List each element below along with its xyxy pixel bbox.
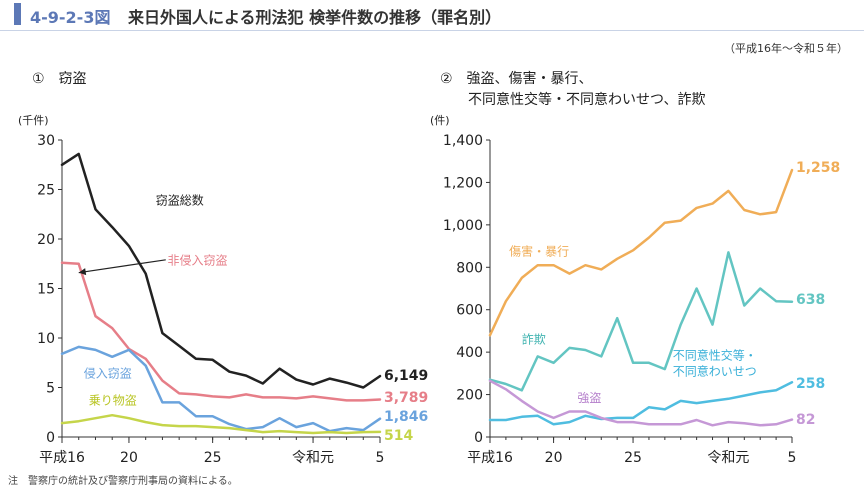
p2-y-tick-label: 400 <box>456 345 483 361</box>
p2-y-tick-label: 200 <box>456 388 483 404</box>
p2-y-tick-label: 1,200 <box>443 175 483 191</box>
p1-end-value-label: 6,149 <box>384 368 428 384</box>
p1-series-label: 非侵入窃盗 <box>167 253 227 268</box>
p2-y-tick-label: 0 <box>474 430 483 446</box>
p2-end-value-label: 638 <box>796 292 825 308</box>
p2-unit-label: (件) <box>430 114 450 127</box>
p1-y-tick-label: 10 <box>37 331 55 347</box>
p2-series-line-4 <box>488 379 794 427</box>
p2-series-line-3 <box>488 381 794 426</box>
p1-y-tick-label: 5 <box>46 381 55 397</box>
p1-x-tick-label: 25 <box>204 450 222 466</box>
p1-y-tick-label: 15 <box>37 282 55 298</box>
p2-series-line-1 <box>488 168 794 337</box>
p2-y-tick-label: 1,000 <box>443 218 483 234</box>
p2-end-value-label: 258 <box>796 376 825 392</box>
p2-x-tick-label: 20 <box>545 450 563 466</box>
p1-y-tick-label: 30 <box>37 133 55 149</box>
p2-y-tick-label: 600 <box>456 303 483 319</box>
p1-x-tick-label: 平成16 <box>39 450 85 466</box>
p2-series-label: 詐欺 <box>522 332 546 347</box>
p2-end-value-label: 82 <box>796 412 815 428</box>
p2-y-tick-label: 800 <box>456 260 483 276</box>
p2-series-line-2 <box>488 251 794 392</box>
p1-annotation-arrow-line <box>78 259 166 274</box>
p2-series-label: 強盗 <box>577 390 601 405</box>
p2-y-tick-label: 1,400 <box>443 133 483 149</box>
figure-code: 4-9-2-3図 <box>30 8 111 27</box>
header-accent-bar <box>14 3 21 25</box>
panel2-title-line1: ② 強盗、傷害・暴行、 <box>440 71 593 87</box>
source-note: 注 警察庁の統計及び警察庁刑事局の資料による。 <box>8 476 238 487</box>
p1-y-tick-label: 25 <box>37 183 55 199</box>
p1-annotation-arrow-head <box>78 268 87 276</box>
p1-series-label: 窃盗総数 <box>156 192 204 207</box>
p1-series-line-2 <box>60 261 382 402</box>
period-label: （平成16年～令和５年） <box>724 42 848 55</box>
p1-x-tick-label: 令和元 <box>292 450 334 466</box>
p1-y-tick-label: 0 <box>46 430 55 446</box>
figure-title: 来日外国人による刑法犯 検挙件数の推移（罪名別） <box>128 8 502 27</box>
figure-header: 4-9-2-3図 来日外国人による刑法犯 検挙件数の推移（罪名別） <box>0 0 864 31</box>
p2-x-tick-label: 平成16 <box>467 450 513 466</box>
p1-end-value-label: 3,789 <box>384 390 428 406</box>
p2-series-label: 不同意性交等・ <box>673 348 757 363</box>
p2-x-tick-label: 5 <box>788 450 797 466</box>
p1-series-line-1 <box>60 152 382 389</box>
p1-x-tick-label: 20 <box>120 450 138 466</box>
p2-end-value-label: 1,258 <box>796 160 840 176</box>
p1-series-label: 侵入窃盗 <box>84 366 132 381</box>
p2-series-label: 傷害・暴行 <box>509 244 569 259</box>
panel1-title: ① 窃盗 <box>32 71 87 87</box>
p1-series-line-4 <box>60 413 382 435</box>
p1-end-value-label: 514 <box>384 428 413 444</box>
p1-y-tick-label: 20 <box>37 232 55 248</box>
p2-series-label: 不同意わいせつ <box>673 364 757 379</box>
p2-x-tick-label: 令和元 <box>707 450 749 466</box>
panel2-title-line2: 不同意性交等・不同意わいせつ、詐欺 <box>440 92 706 108</box>
p1-unit-label: (千件) <box>18 114 49 127</box>
p1-end-value-label: 1,846 <box>384 409 428 425</box>
p2-x-tick-label: 25 <box>624 450 642 466</box>
p1-x-tick-label: 5 <box>376 450 385 466</box>
p1-series-label: 乗り物盗 <box>89 392 137 407</box>
p1-series-line-3 <box>60 345 382 433</box>
